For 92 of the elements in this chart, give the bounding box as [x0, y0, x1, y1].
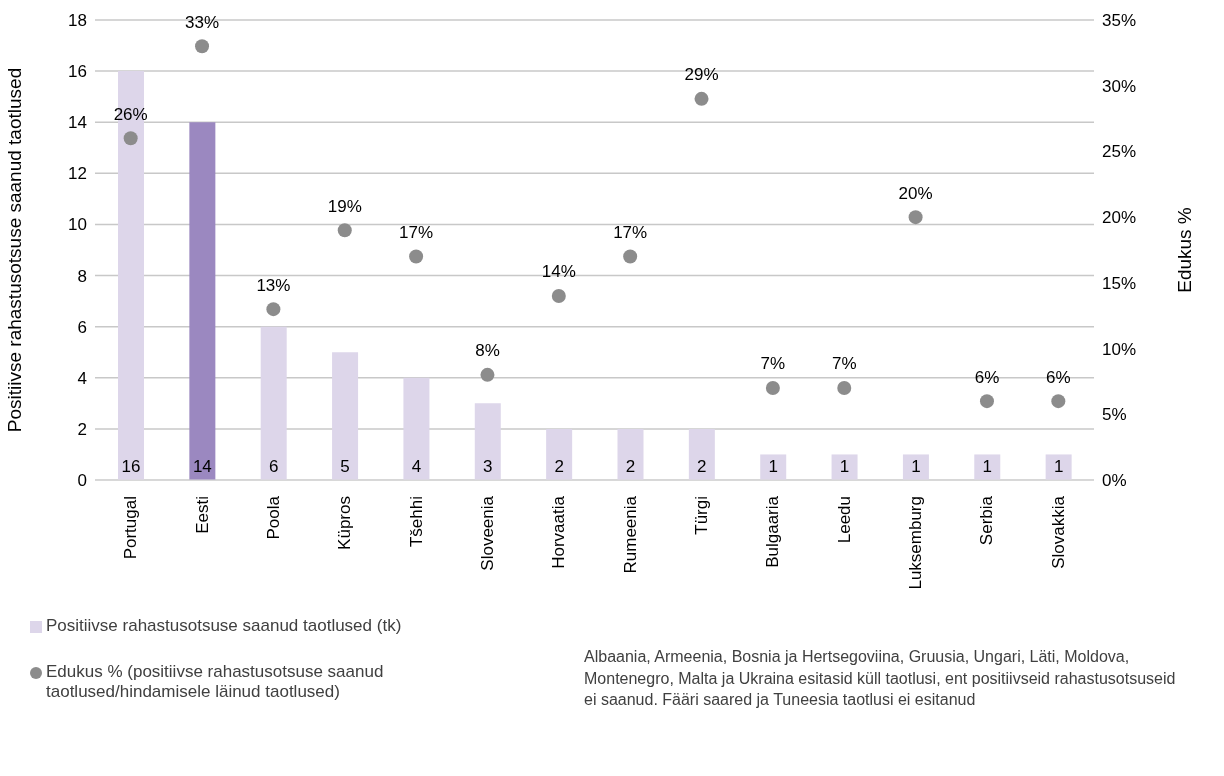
data-label: 1: [1053, 457, 1064, 476]
data-label: 16: [121, 457, 141, 476]
x-tick-label: Tšehhi: [406, 496, 426, 548]
bar: [760, 454, 787, 480]
y2-tick-label: 10%: [1102, 339, 1137, 359]
point: [837, 381, 852, 395]
x-tick-label: Portugal: [121, 496, 141, 560]
y-tick-label: 10: [68, 215, 87, 235]
x-tick-label: Leedu: [834, 496, 854, 544]
y2-tick-label: 25%: [1102, 142, 1137, 162]
data-label: 6: [268, 457, 279, 476]
y-tick-label: 0: [77, 471, 87, 491]
x-tick-label: Serbia: [977, 495, 997, 546]
data-label: 20%: [898, 183, 933, 203]
x-tick-label: Bulgaaria: [763, 495, 783, 568]
point: [694, 91, 709, 106]
point: [195, 39, 210, 54]
bar: [546, 428, 573, 480]
y-tick-label: 6: [77, 317, 87, 337]
data-label: 19%: [327, 196, 362, 216]
x-tick-label: Eesti: [192, 496, 212, 534]
legend-label: Positiivse rahastusotsuse saanud taotlused (tk): [46, 616, 402, 636]
data-label: 6%: [1046, 367, 1071, 387]
y-axis-title: Positiivse rahastusotsuse saanud taotlused: [3, 67, 25, 433]
data-label: 1: [982, 457, 993, 476]
data-label: 13%: [256, 275, 291, 295]
y-tick-label: 12: [68, 164, 87, 184]
bar: [974, 454, 1001, 480]
point: [551, 289, 566, 303]
point: [1051, 394, 1066, 409]
point: [409, 249, 424, 264]
point: [266, 302, 281, 317]
point: [979, 394, 994, 409]
x-tick-label: Rumeenia: [620, 495, 640, 574]
text: Albaania, Armeenia, Bosnia ja Hertsegoviina, Gruusia, Ungari, Läti, Moldova, Montenegro, Malta ja Ukraina esitasid küll taotlusi, ent positiivseid rahastusotsuseid ei saanud. Fääri saared ja Tuneesia taotlusi ei esitanud: [584, 647, 1177, 711]
bar: [260, 326, 287, 480]
x-tick-label: Horvaatia: [549, 495, 569, 569]
x-tick-label: Luksemburg: [906, 496, 926, 590]
data-label: 17%: [399, 223, 434, 243]
y2-tick-label: 20%: [1102, 208, 1137, 228]
y-tick-label: 8: [77, 266, 87, 286]
y-tick-label: 2: [77, 419, 87, 439]
data-label: 6%: [974, 367, 1000, 387]
y2-tick-label: 15%: [1102, 273, 1137, 293]
bar: [403, 377, 430, 480]
y2-tick-label: 0%: [1102, 471, 1127, 491]
bar: [688, 428, 715, 480]
data-label: 14: [192, 457, 212, 476]
data-label: 26%: [113, 104, 148, 124]
x-tick-label: Türgi: [692, 496, 712, 535]
data-label: 2: [697, 457, 707, 476]
x-tick-label: Poola: [263, 495, 283, 540]
point: [480, 367, 495, 382]
bar: [474, 403, 501, 480]
point: [623, 249, 638, 264]
y-tick-label: 4: [77, 368, 87, 388]
data-label: 1: [911, 457, 921, 476]
data-label: 4: [411, 457, 422, 476]
y-tick-label: 16: [68, 62, 87, 82]
bar: [1045, 454, 1072, 480]
data-label: 1: [768, 457, 778, 476]
data-label: 2: [625, 457, 636, 476]
point: [123, 131, 138, 146]
bar: [332, 352, 359, 480]
data-label: 29%: [684, 65, 719, 85]
data-label: 5: [340, 457, 350, 476]
data-label: 33%: [185, 12, 220, 32]
y2-axis-title: Edukus %: [1173, 207, 1195, 293]
data-label: 2: [554, 457, 564, 476]
legend-label: Edukus % (positiivse rahastusotsuse saanud taotlused/hindamisele läinud taotlused): [46, 662, 385, 702]
y-tick-label: 14: [68, 113, 87, 133]
x-tick-label: Küpros: [335, 496, 355, 550]
point: [765, 381, 780, 395]
bar: [902, 454, 929, 480]
bar: [189, 122, 216, 480]
data-label: 14%: [541, 262, 576, 282]
data-label: 7%: [831, 354, 857, 374]
bar: [617, 428, 644, 480]
bar: [831, 454, 858, 480]
data-label: 8%: [475, 341, 500, 361]
data-label: 1: [839, 457, 850, 476]
x-tick-label: Slovakkia: [1048, 495, 1068, 569]
point: [337, 223, 352, 238]
data-label: 17%: [613, 223, 648, 243]
y2-tick-label: 5%: [1102, 405, 1127, 425]
data-label: 3: [483, 457, 493, 476]
y2-tick-label: 35%: [1102, 11, 1137, 31]
y-tick-label: 18: [68, 11, 87, 31]
x-tick-label: Sloveenia: [477, 495, 497, 571]
data-label: 7%: [760, 354, 786, 374]
point: [908, 210, 923, 225]
y2-tick-label: 30%: [1102, 76, 1137, 96]
